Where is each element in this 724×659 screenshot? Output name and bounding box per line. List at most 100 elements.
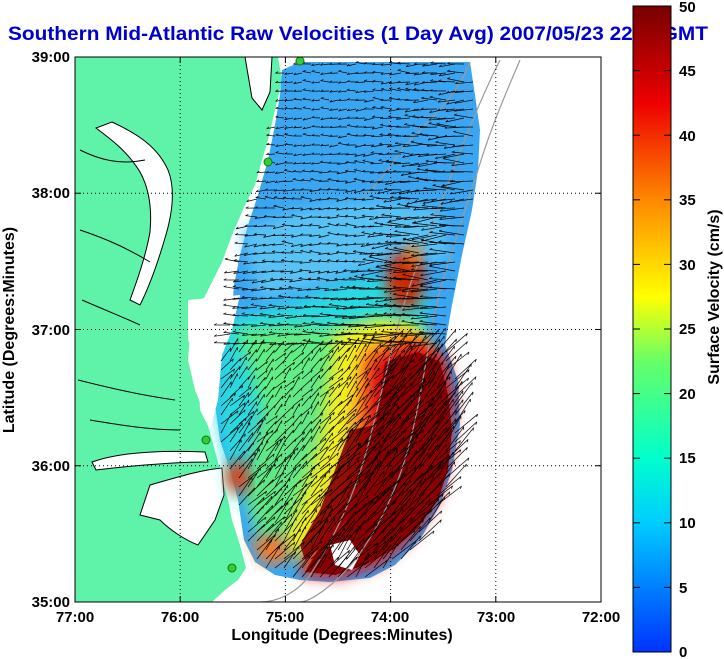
velocity-vector-head — [409, 153, 413, 156]
velocity-vector-head — [242, 271, 246, 274]
velocity-vector-head — [453, 125, 457, 128]
velocity-vector-head — [429, 240, 433, 243]
velocity-vector — [445, 447, 468, 470]
velocity-vector — [292, 491, 307, 515]
velocity-vector — [384, 288, 411, 293]
velocity-vector — [274, 522, 294, 542]
velocity-vector — [346, 354, 357, 371]
velocity-vector — [353, 178, 366, 182]
velocity-vector-head — [318, 198, 322, 201]
velocity-vector — [391, 372, 411, 398]
velocity-vector — [355, 90, 366, 94]
velocity-vector — [310, 541, 333, 560]
velocity-vector — [419, 126, 438, 128]
velocity-vector-head — [242, 341, 246, 344]
velocity-vector — [436, 370, 452, 398]
velocity-vector-head — [401, 308, 405, 311]
velocity-vector — [326, 270, 339, 274]
velocity-vector — [380, 63, 393, 66]
velocity-vector — [265, 458, 278, 479]
velocity-vector — [274, 189, 285, 192]
velocity-vector-head — [275, 133, 279, 136]
velocity-vector-head — [448, 473, 451, 477]
velocity-vector-head — [268, 303, 272, 306]
velocity-vector-head — [419, 132, 423, 135]
velocity-vector — [294, 333, 312, 336]
velocity-vector-head — [396, 386, 398, 390]
velocity-vector — [386, 160, 402, 164]
velocity-vector — [293, 108, 303, 110]
velocity-vector-head — [435, 156, 438, 159]
velocity-vector — [292, 444, 305, 461]
velocity-vector-head — [311, 99, 315, 102]
velocity-vector-head — [359, 252, 363, 255]
velocity-vector — [427, 485, 453, 506]
velocity-vector-head — [438, 92, 442, 96]
velocity-vector-head — [244, 433, 246, 437]
velocity-vector — [405, 88, 420, 92]
velocity-vector — [289, 279, 303, 283]
velocity-vector — [284, 117, 294, 120]
velocity-vector — [284, 170, 294, 173]
velocity-vector — [308, 270, 321, 274]
velocity-vector — [337, 442, 360, 461]
velocity-vector-head — [233, 368, 236, 372]
velocity-vector — [265, 367, 273, 380]
velocity-vector-head — [394, 500, 397, 505]
velocity-vector — [391, 431, 417, 452]
velocity-vector — [418, 329, 439, 353]
velocity-vector-head — [392, 312, 396, 315]
velocity-vector-head — [397, 69, 401, 71]
velocity-vector-head — [444, 134, 448, 137]
velocity-vector — [405, 206, 429, 209]
velocity-vector — [384, 297, 411, 301]
velocity-vector-head — [361, 225, 365, 228]
velocity-vector — [373, 367, 394, 389]
velocity-vector — [421, 225, 447, 231]
velocity-vector-head — [377, 191, 381, 194]
velocity-vector — [391, 362, 410, 389]
velocity-vector-head — [403, 349, 406, 354]
velocity-vector-head — [438, 229, 443, 232]
velocity-vector — [232, 306, 249, 309]
velocity-vector-head — [334, 323, 338, 326]
velocity-vector-head — [341, 368, 344, 372]
velocity-vector — [391, 346, 412, 371]
velocity-vector-head — [423, 186, 427, 189]
velocity-vector — [390, 197, 411, 200]
velocity-vector-head — [243, 409, 246, 413]
velocity-vector-head — [249, 351, 252, 355]
velocity-vector-head — [251, 280, 255, 284]
velocity-vector-head — [319, 334, 323, 337]
velocity-vector-head — [327, 196, 331, 199]
velocity-vector — [391, 358, 415, 380]
velocity-vector-head — [288, 285, 292, 288]
velocity-vector-head — [476, 414, 479, 418]
velocity-vector-head — [261, 270, 265, 273]
velocity-vector — [409, 362, 427, 389]
velocity-vector-head — [347, 337, 351, 340]
velocity-vector-head — [374, 312, 378, 315]
velocity-vector-head — [433, 170, 437, 173]
velocity-vector-head — [337, 62, 341, 65]
velocity-vector-head — [259, 297, 263, 300]
velocity-vector — [454, 99, 474, 104]
velocity-vector-head — [346, 88, 350, 91]
velocity-vector-head — [320, 385, 322, 389]
velocity-vector — [430, 214, 456, 218]
velocity-vector-head — [421, 216, 425, 219]
velocity-vector-head — [366, 279, 370, 282]
velocity-vector — [327, 232, 339, 236]
velocity-vector-head — [411, 124, 415, 127]
velocity-vector-head — [334, 333, 338, 336]
velocity-vector — [338, 99, 348, 102]
bathymetry-contours — [259, 59, 521, 602]
velocity-vector — [364, 404, 390, 425]
velocity-vector — [232, 286, 249, 290]
velocity-vector — [301, 520, 320, 542]
velocity-vector — [319, 425, 334, 443]
velocity-vector — [366, 296, 393, 299]
velocity-vector — [290, 251, 303, 254]
colorbar-tick-label: 15 — [679, 450, 696, 467]
velocity-vector-head — [392, 261, 396, 264]
